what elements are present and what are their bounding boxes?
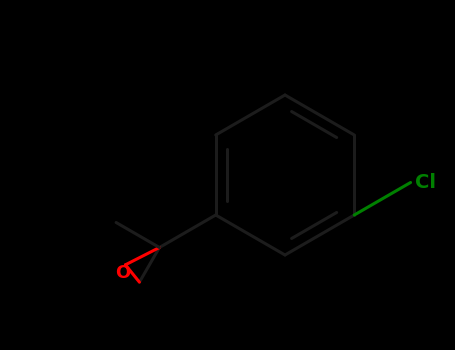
Text: Cl: Cl <box>415 173 435 192</box>
Text: O: O <box>115 264 130 282</box>
